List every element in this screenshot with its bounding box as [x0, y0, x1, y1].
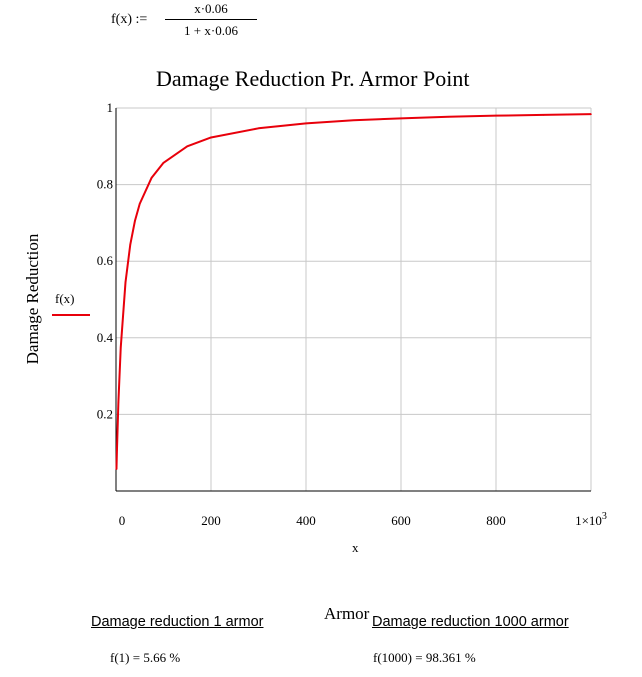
y-tick-label: 1	[107, 100, 114, 115]
data-point	[495, 114, 497, 117]
y-tick-label: 0.4	[97, 330, 114, 345]
data-point	[129, 243, 132, 246]
data-point	[117, 401, 120, 404]
data-point	[116, 449, 118, 451]
x-tick-label: 600	[391, 513, 411, 528]
data-point	[115, 468, 118, 470]
x-tick-label: 0	[119, 513, 126, 528]
data-point	[305, 122, 307, 125]
series-line-f	[115, 113, 592, 470]
tick-labels: 0 200 400 600 800 1×103 0.2 0.4 0.6 0.8 1	[97, 100, 607, 528]
chart-title: Damage Reduction Pr. Armor Point	[156, 66, 470, 91]
data-point	[590, 113, 592, 115]
x-axis-variable: x	[352, 540, 359, 555]
data-point	[542, 114, 545, 116]
x-tick-exponent: 3	[602, 511, 607, 522]
data-point	[210, 136, 212, 139]
data-point	[124, 281, 127, 284]
data-point	[352, 119, 355, 122]
x-tick-label: 1×103	[575, 511, 607, 528]
data-point	[186, 145, 189, 148]
data-point	[119, 346, 122, 349]
result-right-heading: Damage reduction 1000 armor	[372, 614, 569, 630]
series-layer	[115, 113, 592, 470]
x-axis-label: Armor	[324, 604, 370, 623]
y-tick-label: 0.6	[97, 253, 114, 268]
formula-numerator: x·0.06	[194, 1, 228, 16]
data-point	[134, 219, 136, 222]
y-tick-label: 0.8	[97, 177, 113, 192]
result-right-value: f(1000) = 98.361 %	[373, 650, 476, 665]
x-tick-label: 200	[201, 513, 221, 528]
x-tick-label: 800	[486, 513, 506, 528]
formula-lhs: f(x) :=	[111, 12, 148, 27]
formula-denominator: 1 + x·0.06	[184, 23, 238, 38]
result-left-value: f(1) = 5.66 %	[110, 650, 181, 665]
data-point	[400, 117, 402, 120]
result-left-heading: Damage reduction 1 armor	[91, 614, 264, 630]
formula-fraction: x·0.06 1 + x·0.06	[165, 0, 257, 40]
data-point	[138, 202, 141, 205]
data-point	[257, 127, 260, 130]
legend-line-swatch	[52, 314, 90, 316]
grid-layer	[115, 107, 592, 492]
y-tick-label: 0.2	[97, 406, 113, 421]
fraction-bar	[165, 19, 257, 20]
data-point	[162, 161, 165, 164]
data-point	[150, 176, 153, 179]
x-tick-label: 400	[296, 513, 316, 528]
legend-label: f(x)	[55, 291, 75, 306]
data-point	[447, 116, 450, 118]
